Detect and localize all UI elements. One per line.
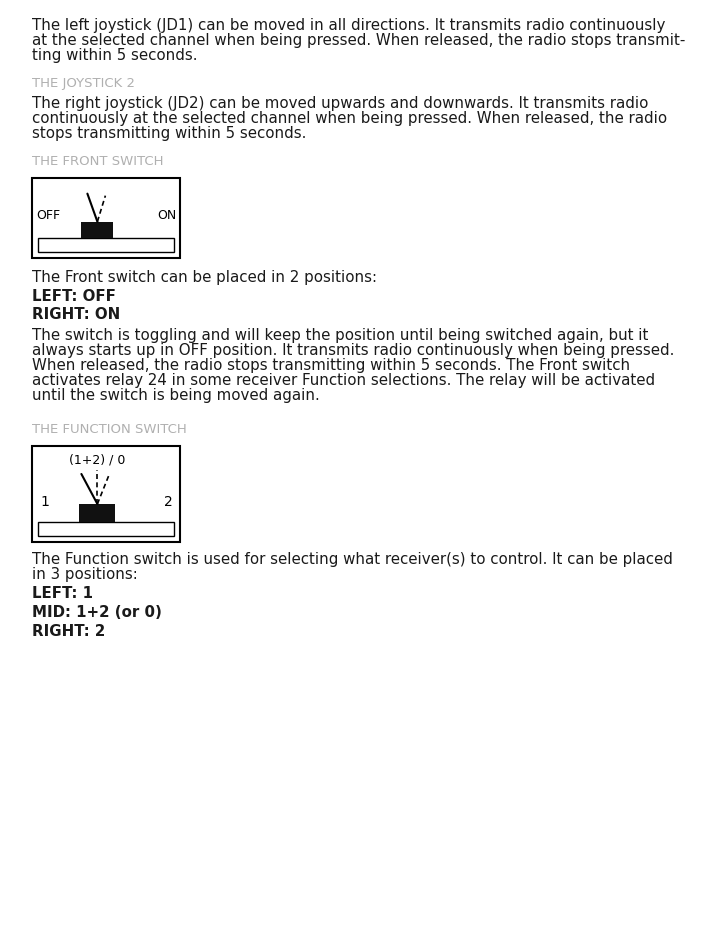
Text: THE FUNCTION SWITCH: THE FUNCTION SWITCH [32, 423, 187, 436]
Text: The right joystick (JD2) can be moved upwards and downwards. It transmits radio: The right joystick (JD2) can be moved up… [32, 96, 649, 110]
Text: in 3 positions:: in 3 positions: [32, 567, 138, 582]
Text: always starts up in OFF position. It transmits radio continuously when being pre: always starts up in OFF position. It tra… [32, 344, 675, 359]
Text: ting within 5 seconds.: ting within 5 seconds. [32, 48, 198, 63]
Text: LEFT: 1: LEFT: 1 [32, 586, 93, 600]
Text: 2: 2 [163, 495, 172, 509]
Bar [38, 238, 174, 252]
Text: OFF: OFF [37, 210, 60, 222]
Text: at the selected channel when being pressed. When released, the radio stops trans: at the selected channel when being press… [32, 33, 685, 48]
Bar [32, 446, 180, 542]
Text: MID: 1+2 (or 0): MID: 1+2 (or 0) [32, 605, 162, 619]
Bar [80, 504, 115, 522]
Text: RIGHT: 2: RIGHT: 2 [32, 624, 105, 638]
Text: THE JOYSTICK 2: THE JOYSTICK 2 [32, 76, 136, 90]
Text: The Front switch can be placed in 2 positions:: The Front switch can be placed in 2 posi… [32, 270, 377, 285]
Text: 1: 1 [40, 495, 49, 509]
Text: until the switch is being moved again.: until the switch is being moved again. [32, 388, 320, 403]
Text: continuously at the selected channel when being pressed. When released, the radi: continuously at the selected channel whe… [32, 110, 668, 126]
Text: (1+2) / 0: (1+2) / 0 [70, 454, 125, 467]
Text: The switch is toggling and will keep the position until being switched again, bu: The switch is toggling and will keep the… [32, 329, 649, 344]
Text: LEFT: OFF: LEFT: OFF [32, 289, 116, 304]
Text: RIGHT: ON: RIGHT: ON [32, 308, 120, 323]
Text: When released, the radio stops transmitting within 5 seconds. The Front switch: When released, the radio stops transmitt… [32, 358, 630, 373]
Text: The Function switch is used for selecting what receiver(s) to control. It can be: The Function switch is used for selectin… [32, 552, 673, 567]
Bar [32, 177, 180, 258]
Text: stops transmitting within 5 seconds.: stops transmitting within 5 seconds. [32, 126, 307, 141]
Bar [82, 222, 113, 238]
Text: ON: ON [157, 210, 176, 222]
Text: The left joystick (JD1) can be moved in all directions. It transmits radio conti: The left joystick (JD1) can be moved in … [32, 18, 665, 33]
Text: activates relay 24 in some receiver Function selections. The relay will be activ: activates relay 24 in some receiver Func… [32, 373, 655, 388]
Text: THE FRONT SWITCH: THE FRONT SWITCH [32, 155, 163, 167]
Bar [38, 522, 174, 536]
